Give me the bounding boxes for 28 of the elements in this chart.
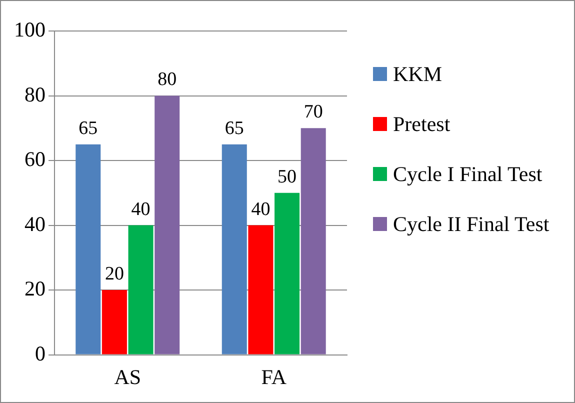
x-tick-label: AS [114, 364, 142, 389]
data-label: 40 [131, 198, 150, 220]
data-label: 70 [304, 102, 323, 123]
bar [248, 225, 274, 354]
bar [154, 96, 180, 354]
y-tick-label: 80 [24, 82, 46, 106]
bar [300, 128, 326, 354]
data-label: 80 [158, 69, 177, 90]
data-label: 20 [104, 264, 124, 285]
data-label: 40 [251, 198, 270, 220]
legend-label: Pretest [393, 111, 450, 137]
legend-label: KKM [393, 61, 442, 87]
x-tick-label: FA [261, 364, 288, 389]
y-tick-label: 0 [35, 341, 46, 366]
bar [128, 225, 154, 354]
y-tick-label: 40 [24, 212, 46, 236]
legend-label: Cycle I Final Test [393, 161, 542, 187]
y-tick-label: 20 [24, 276, 46, 301]
bar [76, 144, 101, 354]
data-label: 50 [278, 166, 297, 188]
y-tick-label: 60 [24, 147, 46, 172]
legend-label: Cycle II Final Test [393, 211, 550, 237]
bar [102, 290, 127, 354]
data-label: 65 [224, 118, 244, 139]
y-tick-label: 100 [14, 18, 46, 42]
bar [222, 144, 247, 354]
data-label: 65 [78, 118, 98, 139]
bar [274, 192, 300, 354]
